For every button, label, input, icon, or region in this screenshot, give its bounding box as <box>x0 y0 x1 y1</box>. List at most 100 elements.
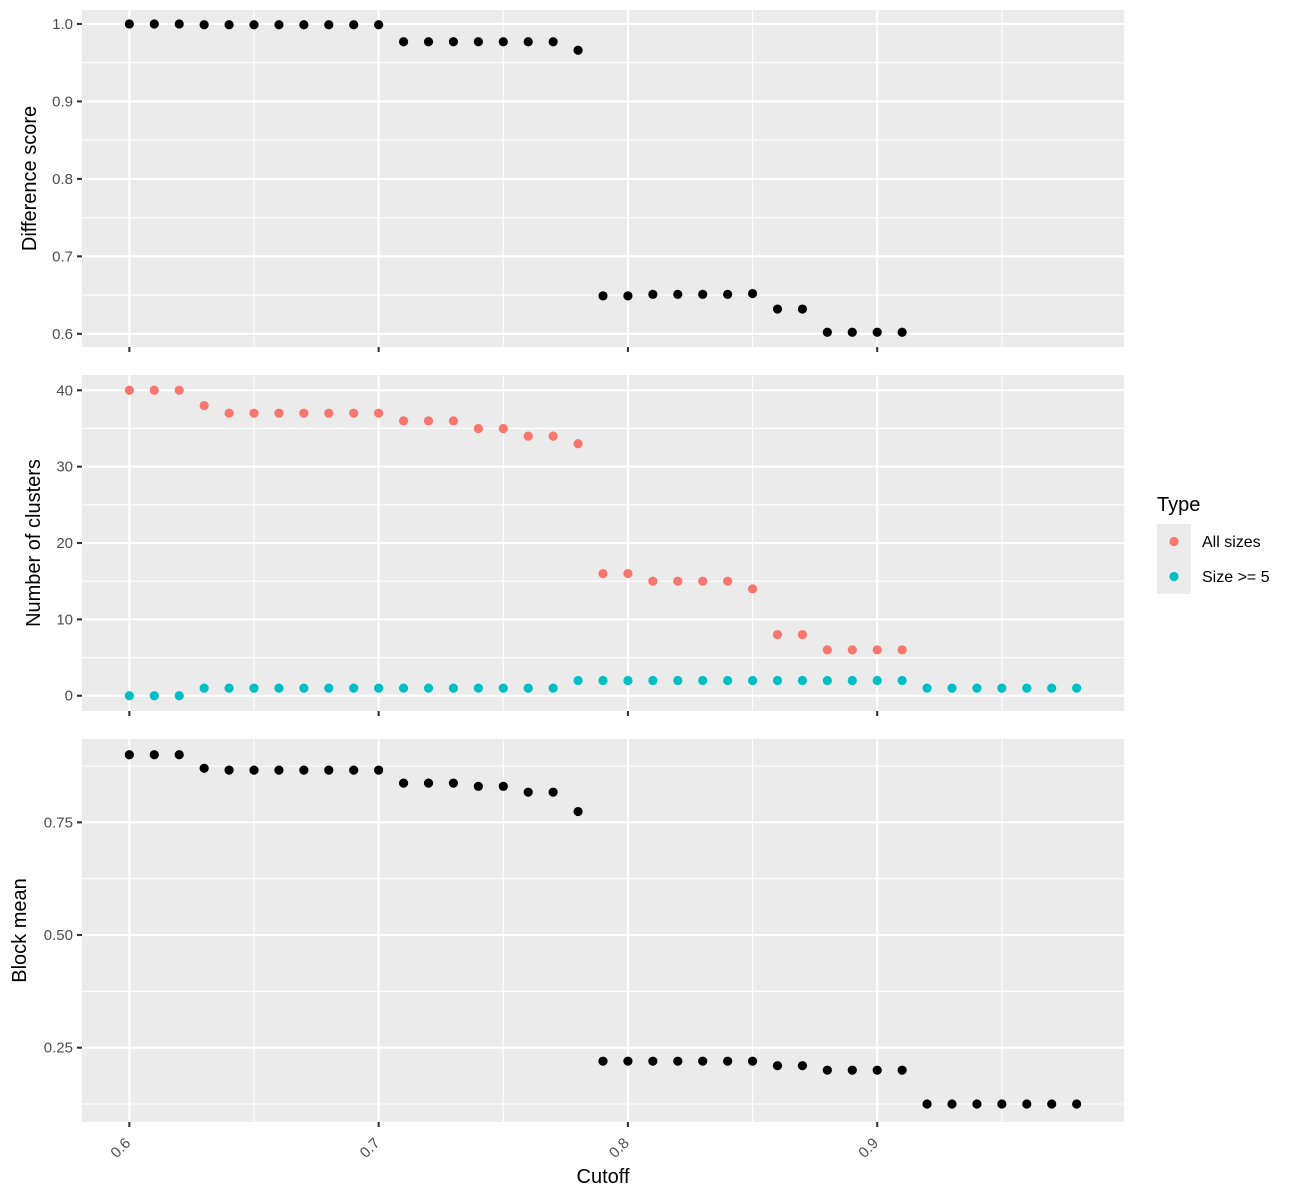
data-point <box>324 20 334 30</box>
x-tick-label: 0.8 <box>606 1135 633 1162</box>
data-point <box>349 20 359 30</box>
data-point <box>274 765 284 775</box>
data-point <box>473 37 483 47</box>
data-point <box>897 645 907 655</box>
legend: Type All sizes Size >= 5 <box>1157 494 1270 594</box>
data-point <box>149 385 159 395</box>
data-point <box>149 19 159 29</box>
legend-label: All sizes <box>1202 534 1261 551</box>
y-tick-label: 0.8 <box>52 171 73 188</box>
series-points-0 <box>124 19 907 337</box>
data-point <box>723 289 733 299</box>
data-point <box>847 645 857 655</box>
data-point <box>723 1056 733 1066</box>
data-point <box>673 576 683 586</box>
data-point <box>847 675 857 686</box>
data-point <box>673 675 683 686</box>
data-point <box>124 19 134 29</box>
data-point <box>673 1056 683 1066</box>
data-point <box>598 1056 608 1066</box>
data-point <box>224 683 234 693</box>
data-point <box>673 289 683 299</box>
data-point <box>224 765 234 775</box>
y-tick-label: 20 <box>56 535 73 552</box>
y-tick-label: 40 <box>56 382 73 399</box>
data-point <box>772 304 783 314</box>
data-point <box>174 19 184 29</box>
y-axis-title: Block mean <box>9 878 31 983</box>
data-point <box>448 683 459 693</box>
data-point <box>822 645 832 655</box>
data-point <box>274 20 284 30</box>
data-point <box>199 20 209 30</box>
legend-title: Type <box>1157 494 1200 516</box>
y-tick-label: 0.6 <box>52 326 73 343</box>
x-tick-label: 0.9 <box>855 1135 882 1162</box>
data-point <box>972 1099 982 1109</box>
data-point <box>398 37 409 47</box>
data-point <box>548 683 558 693</box>
data-point <box>498 37 508 47</box>
data-point <box>398 778 409 788</box>
data-point <box>822 327 832 337</box>
y-tick-label: 0.75 <box>44 814 73 831</box>
data-point <box>523 431 533 441</box>
data-point <box>1072 1099 1082 1109</box>
data-point <box>124 385 134 395</box>
data-point <box>498 423 508 434</box>
data-point <box>598 291 608 301</box>
data-point <box>772 1061 783 1071</box>
y-axis-title: Number of clusters <box>23 459 45 627</box>
data-point <box>548 787 558 797</box>
data-point <box>997 1099 1007 1109</box>
data-point <box>523 37 533 47</box>
x-tick-label: 0.7 <box>357 1135 384 1162</box>
data-point <box>473 683 483 693</box>
data-point <box>324 765 334 775</box>
data-point <box>398 683 409 693</box>
data-point <box>723 576 733 586</box>
data-point <box>822 1065 832 1075</box>
data-point <box>374 20 384 30</box>
panel-top: 0.6 0.7 0.8 0.9 1.0 Difference score <box>19 10 1124 352</box>
data-point <box>274 408 284 418</box>
data-point <box>623 568 633 579</box>
data-point <box>623 1056 633 1066</box>
legend-key-point <box>1169 571 1179 582</box>
data-point <box>199 683 209 693</box>
data-point <box>648 1056 658 1066</box>
data-point <box>847 327 857 337</box>
data-point <box>698 576 708 586</box>
data-point <box>1022 1099 1032 1109</box>
data-point <box>249 408 259 418</box>
data-point <box>797 1061 808 1071</box>
data-point <box>747 1056 758 1066</box>
data-point <box>374 683 384 693</box>
data-point <box>224 20 234 30</box>
panel-middle: 0 10 20 30 40 Number of clusters <box>23 375 1124 716</box>
y-tick-label: 0.7 <box>52 248 73 265</box>
y-tick-label: 0.25 <box>44 1040 73 1057</box>
data-point <box>199 763 209 773</box>
panel-bottom: 0.25 0.50 0.75 0.6 0.7 0.8 0.9 Block mean <box>9 739 1124 1162</box>
data-point <box>598 568 608 579</box>
y-tick-label: 30 <box>56 459 73 476</box>
data-point <box>772 630 783 640</box>
y-tick-label: 10 <box>56 611 73 628</box>
data-point <box>1047 1099 1057 1109</box>
y-tick-label: 1.0 <box>52 16 73 33</box>
data-point <box>398 416 409 426</box>
data-point <box>897 327 907 337</box>
data-point <box>1022 683 1032 693</box>
data-point <box>423 778 434 788</box>
y-tick-label: 0.9 <box>52 93 73 110</box>
data-point <box>124 750 134 760</box>
data-point <box>698 289 708 299</box>
data-point <box>573 675 583 686</box>
data-point <box>872 675 882 686</box>
data-point <box>473 423 483 434</box>
data-point <box>523 683 533 693</box>
data-point <box>124 691 134 701</box>
data-point <box>448 416 459 426</box>
